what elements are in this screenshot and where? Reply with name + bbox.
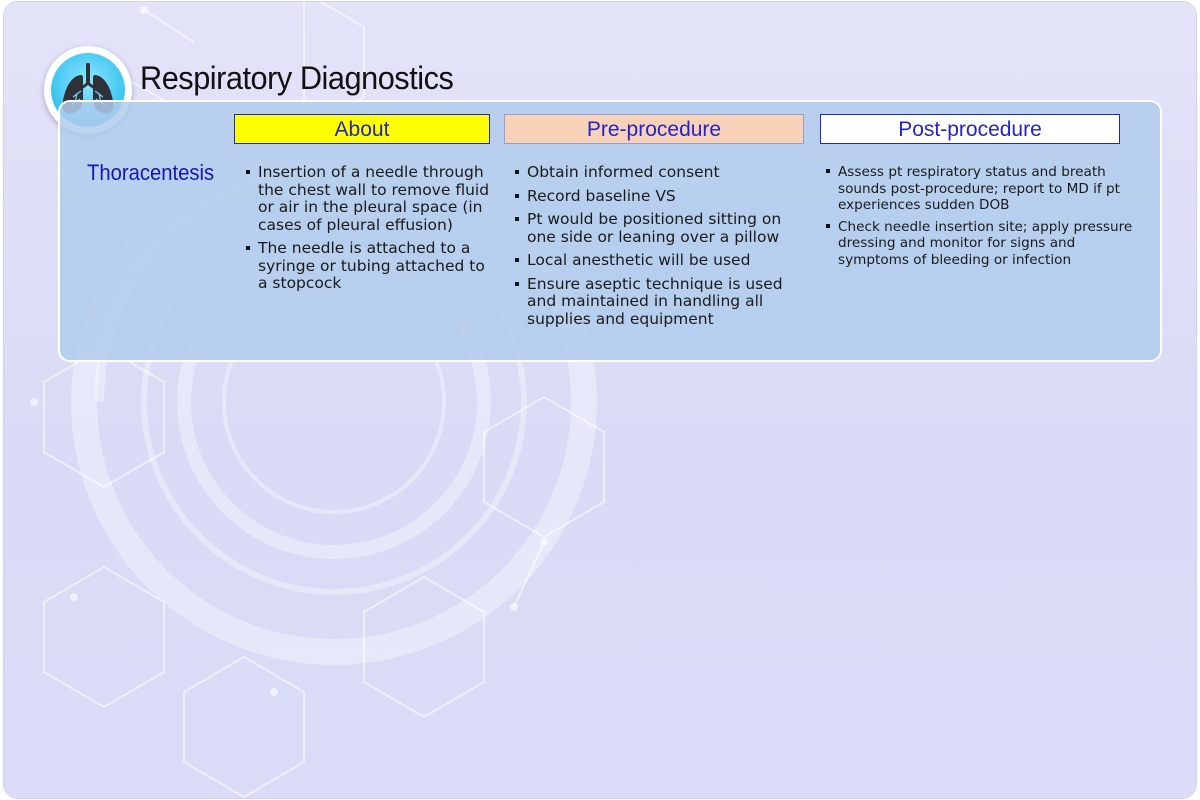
bullet-icon [826, 223, 830, 228]
list-item-text: Insertion of a needle through the chest … [258, 163, 490, 234]
bullet-icon [515, 217, 519, 221]
bullet-icon [826, 169, 830, 173]
list-item-text: Obtain informed consent [527, 163, 720, 181]
list-item: Check needle insertion site; apply press… [826, 219, 1136, 269]
bullet-icon [515, 193, 519, 198]
list-item-text: The needle is attached to a syringe or t… [258, 239, 485, 292]
list-item-text: Assess pt respiratory status and breath … [838, 164, 1120, 213]
pre-procedure-header: Pre-procedure [504, 114, 804, 144]
list-item-text: Record baseline VS [527, 186, 676, 205]
list-item: The needle is attached to a syringe or t… [246, 239, 494, 293]
list-item: Obtain informed consent [515, 163, 801, 182]
list-item: Pt would be positioned sitting on one si… [515, 210, 801, 246]
about-header: About [234, 114, 490, 144]
bullet-icon [246, 246, 250, 250]
list-item-text: Pt would be positioned sitting on one si… [527, 210, 782, 246]
post-procedure-header: Post-procedure [820, 114, 1120, 144]
list-item: Assess pt respiratory status and breath … [826, 164, 1136, 214]
list-item: Ensure aseptic technique is used and mai… [515, 274, 801, 329]
list-item-text: Local anesthetic will be used [527, 251, 751, 269]
page-title: Respiratory Diagnostics [140, 60, 454, 96]
procedure-name: Thoracentesis [87, 160, 215, 185]
list-item-text: Ensure aseptic technique is used and mai… [527, 274, 783, 328]
post-procedure-list: Assess pt respiratory status and breath … [826, 164, 1136, 273]
list-item: Record baseline VS [515, 186, 801, 206]
pre-procedure-list: Obtain informed consent Record baseline … [515, 163, 801, 334]
list-item-text: Check needle insertion site; apply press… [838, 218, 1133, 268]
bullet-icon [515, 258, 519, 262]
list-item: Local anesthetic will be used [515, 251, 801, 270]
bullet-icon [515, 170, 519, 174]
about-list: Insertion of a needle through the chest … [246, 163, 494, 299]
bullet-icon [246, 170, 250, 174]
list-item: Insertion of a needle through the chest … [246, 163, 494, 234]
bullet-icon [515, 281, 519, 286]
